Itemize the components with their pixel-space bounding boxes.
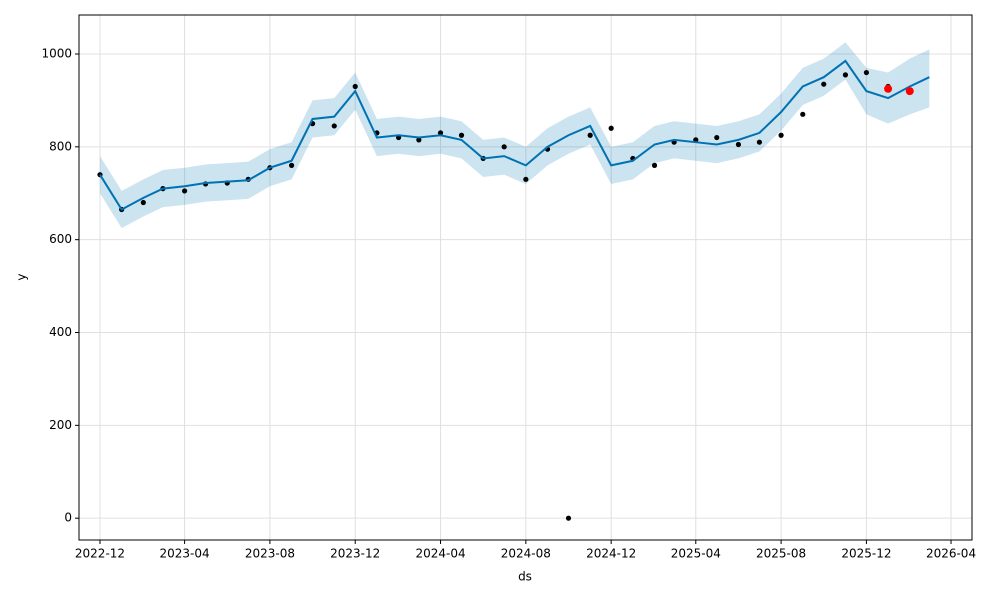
x-tick-label: 2025-12 [841, 547, 891, 561]
x-tick-label: 2024-04 [415, 547, 465, 561]
observed-point [565, 515, 572, 521]
observed-point [181, 188, 188, 194]
x-tick-label: 2023-04 [160, 547, 210, 561]
observed-point [416, 137, 422, 143]
grid [79, 15, 972, 540]
observed-point [800, 111, 806, 117]
y-tick-label: 200 [49, 418, 72, 432]
observed-point [863, 69, 870, 76]
observed-point [288, 162, 295, 168]
observed-point [352, 83, 358, 90]
x-tick-label: 2026-04 [926, 547, 976, 561]
y-tick-label: 1000 [41, 46, 72, 60]
observed-point [821, 81, 827, 87]
x-tick-label: 2024-08 [501, 547, 551, 561]
x-tick-label: 2022-12 [75, 547, 125, 561]
forecast-line [99, 59, 930, 211]
observed-point [331, 123, 337, 129]
x-tick-label: 2023-08 [245, 547, 295, 561]
x-axis-label: ds [518, 570, 532, 584]
plot [97, 42, 930, 521]
observed-point [778, 132, 784, 138]
observed-point [458, 132, 465, 138]
y-tick-label: 400 [49, 325, 72, 339]
observed-point [735, 141, 742, 148]
y-tick-label: 800 [49, 139, 72, 153]
observed-point [756, 139, 763, 145]
y-axis-label: y [15, 273, 29, 280]
observed-point [501, 144, 507, 150]
highlight-point [884, 84, 893, 93]
observed-point [608, 125, 614, 131]
highlight-point [905, 87, 914, 96]
x-tick-label: 2025-04 [671, 547, 721, 561]
observed-point [523, 176, 529, 182]
x-tick-label: 2025-08 [756, 547, 806, 561]
observed-point [842, 72, 849, 78]
observed-point [437, 130, 444, 136]
observed-point [651, 162, 658, 168]
observed-point [140, 199, 146, 206]
x-tick-label: 2023-12 [330, 547, 380, 561]
y-tick-label: 600 [49, 232, 72, 246]
observed-point [714, 134, 720, 141]
x-tick-label: 2024-12 [586, 547, 636, 561]
observed-point [587, 132, 593, 138]
y-tick-label: 0 [64, 511, 72, 525]
